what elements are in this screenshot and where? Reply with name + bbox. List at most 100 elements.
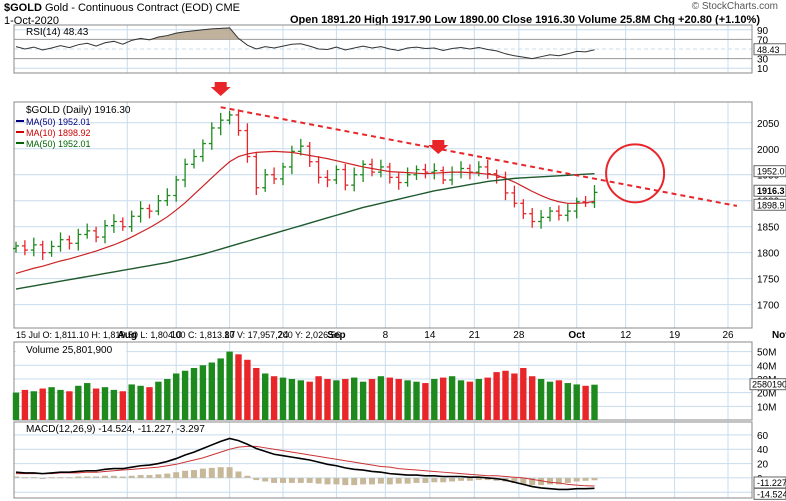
symbol-description: Gold - Continuous Contract (EOD) [44,2,213,14]
x-axis-label: Sep [327,330,345,341]
volume-bar [92,388,100,420]
volume-bar [351,377,358,420]
down-arrow-marker [210,82,231,96]
volume-bar [448,376,456,420]
macd-histogram-bar [182,470,189,478]
price-tick-label: 1750 [757,275,780,286]
macd-histogram-bar [582,477,589,481]
volume-bar [333,380,340,420]
volume-bar [199,365,207,420]
volume-bar [306,381,313,420]
volume-badge-box [749,378,786,391]
legend-entry: MA(10) 1898.92 [26,128,91,138]
volume-bar [110,389,118,420]
macd-histogram-bar [529,477,536,486]
macd-histogram-bar [137,475,144,478]
chart-date: 1-Oct-2020 [4,15,60,27]
macd-panel-frame [13,421,753,499]
macd-histogram-bar [199,468,206,478]
volume-bar [101,387,109,420]
axis-labels: RSI(14) 48.43907050301048.43$GOLD (Daily… [16,26,786,500]
macd-tick-label: 40 [757,445,769,456]
volume-bar [546,381,554,420]
macd-histogram-bar [324,477,331,485]
volume-bar [190,368,198,420]
macd-histogram-bar [555,477,562,485]
x-axis-label: 21 [469,330,481,341]
volume-bar [66,391,73,420]
volume-bar [493,372,500,420]
macd-histogram-bar [520,477,527,485]
highlight-circle [605,143,666,204]
macd-histogram-bar [217,467,224,478]
price-tick-label: 2000 [757,145,780,156]
macd-histogram-bar [271,477,278,483]
volume-bar [226,351,233,420]
price-badge: 1952.0 [757,167,785,177]
volume-bar [208,362,215,420]
volume-bar [537,378,545,420]
macd-histogram-bar [297,477,304,483]
legend-entry: MA(50) 1952.01 [26,139,91,149]
rsi-panel-frame [13,24,753,74]
volume-bar [342,378,349,420]
macd-histogram-bar [573,477,580,482]
volume-bar [262,373,269,420]
macd-histogram-bar [93,476,100,478]
rsi-value-badge-box [753,43,786,56]
ma10-line [15,150,595,275]
macd-histogram-bar [253,477,260,481]
volume-bar [146,387,153,420]
volume-bar [359,381,367,420]
volume-bar [270,376,278,420]
macd-histogram-bar [110,475,117,478]
macd-histogram-bar [30,477,37,479]
macd-histogram-bar [377,477,384,484]
price-badge-box [753,198,786,211]
macd-histogram-bar [128,475,135,478]
price-tick-label: 1700 [757,301,780,312]
macd-histogram-bar [39,477,46,479]
macd-badge: -11.227 [757,478,786,488]
volume-bar [253,368,260,420]
macd-histogram-bar [208,467,215,478]
macd-series [13,437,598,491]
volume-bar [457,380,465,420]
exchange: CME [215,2,240,14]
volume-bar [235,354,242,420]
volume-label: Volume 25,801,900 [26,345,113,356]
macd-histogram-bar [431,477,438,483]
x-axis-label: 10 [171,330,183,341]
rsi-tick-label: 90 [757,26,769,37]
volume-bar [84,383,91,420]
volume-bar [137,385,144,420]
price-badge: 1916.3 [757,186,785,196]
volume-bar [377,376,385,420]
volume-bar [475,378,482,420]
volume-bar [529,376,536,420]
volume-bar [395,378,402,420]
x-axis-label: Aug [118,330,137,341]
volume-bar [520,368,527,420]
macd-histogram-bar [191,470,197,478]
stockcharts-logo: © StockCharts.com [691,1,778,12]
price-badge: 1898.9 [757,200,785,210]
macd-label: MACD(12,26,9) -14.524, -11.227, -3.297 [26,424,205,435]
macd-histogram-bar [440,477,447,483]
volume-bar [484,377,491,420]
volume-bar [315,376,322,420]
macd-histogram-bar [280,477,286,483]
volume-bar [39,388,46,420]
volume-bar [591,384,598,420]
macd-histogram-bar [591,477,598,481]
volume-bar [386,377,393,420]
x-axis-label: 17 [224,330,236,341]
ohlc-summary: Open 1891.20 High 1917.90 Low 1890.00 Cl… [290,14,760,26]
macd-line [15,437,595,491]
volume-tick-label: 10M [757,402,776,413]
macd-histogram-bar [404,477,411,484]
symbol: $GOLD [4,2,42,14]
macd-histogram-bar [333,477,340,485]
macd-histogram-bar [119,476,126,478]
